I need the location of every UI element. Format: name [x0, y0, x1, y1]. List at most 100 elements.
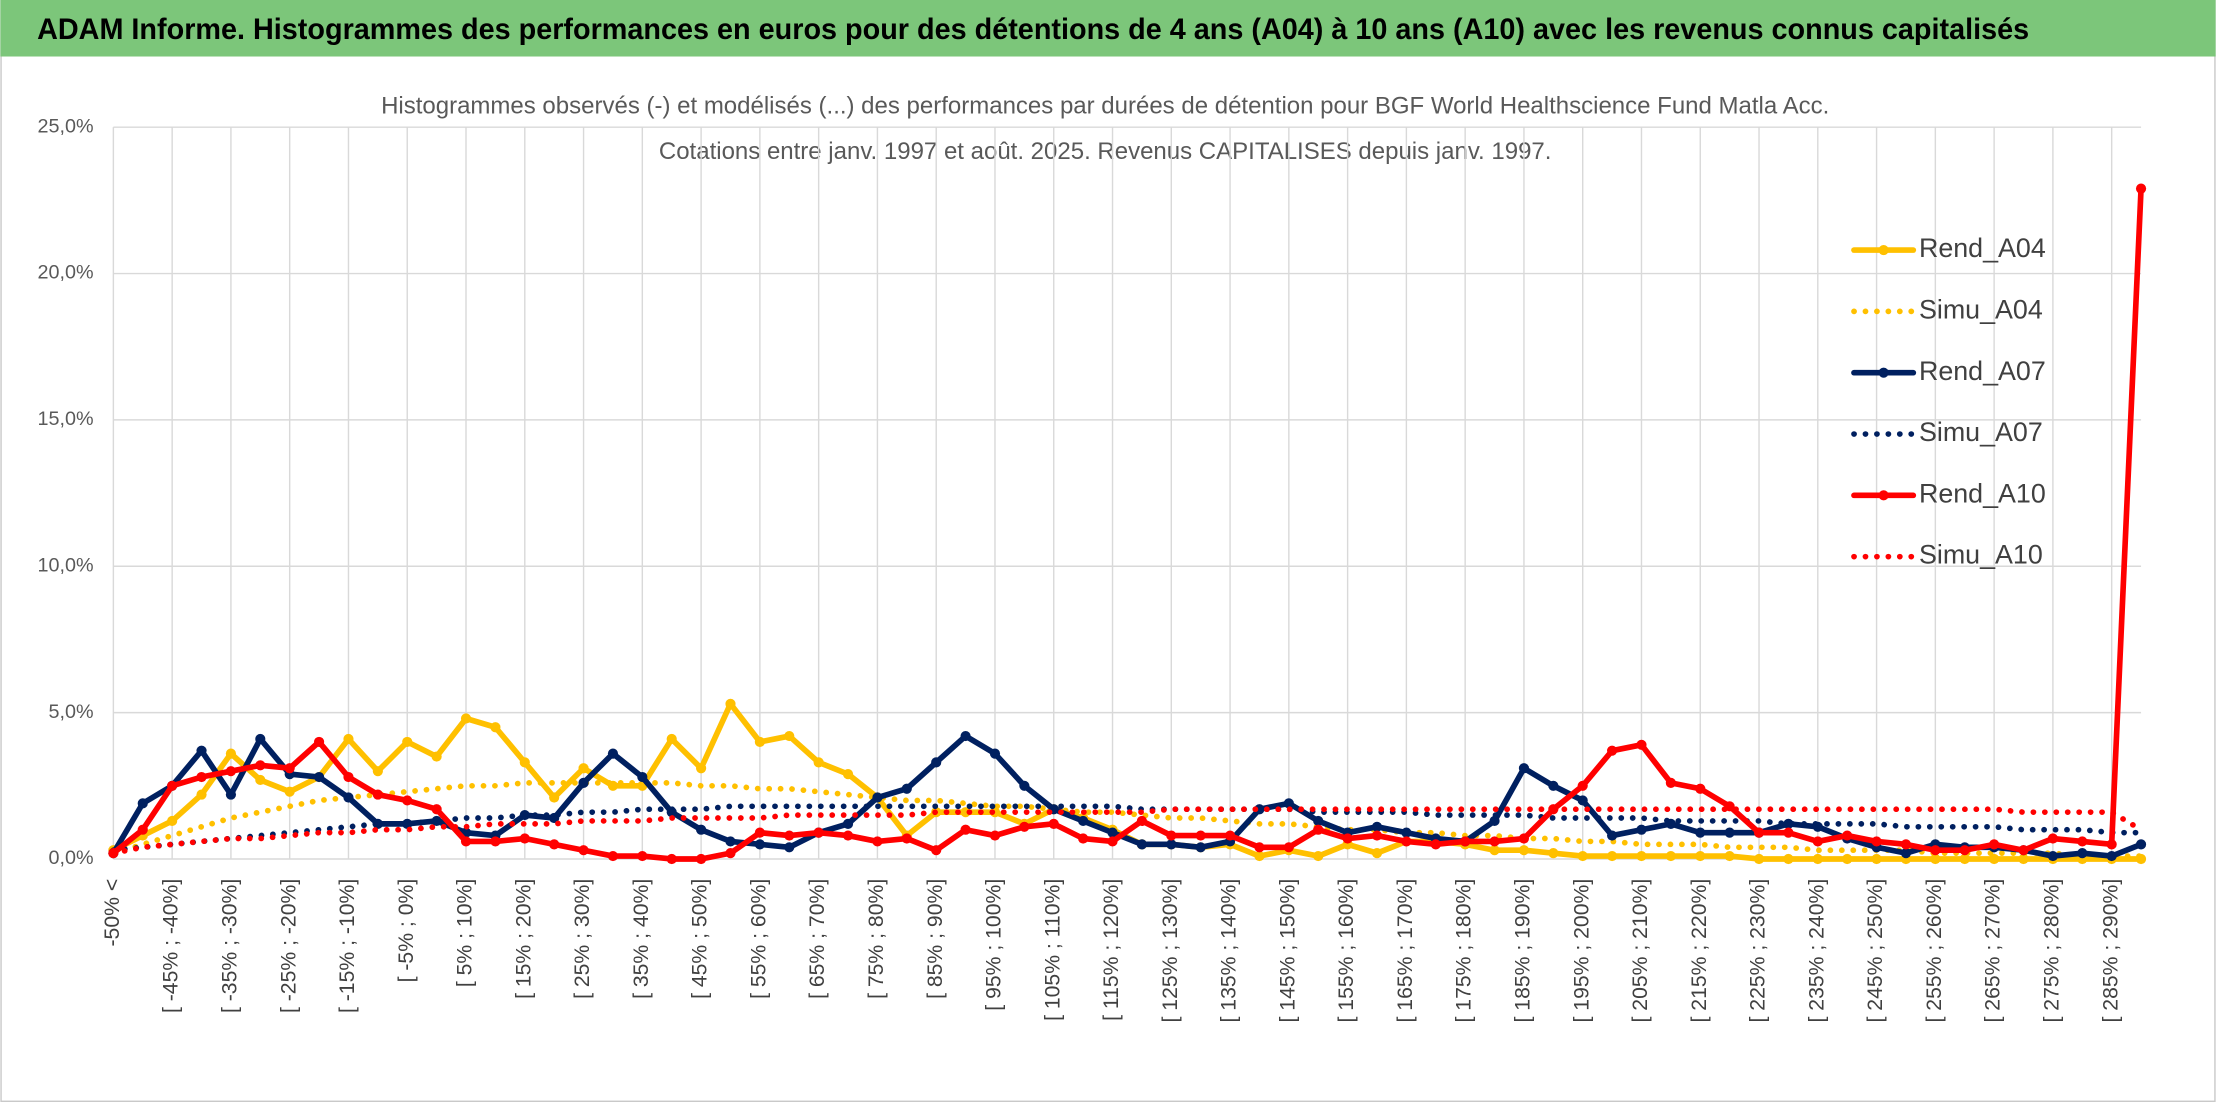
point [255, 760, 266, 771]
point [1871, 836, 1882, 847]
x-tick-label: [ 165% ; 170%] [1394, 879, 1417, 1023]
point [1753, 827, 1765, 838]
point [196, 771, 207, 783]
x-tick-label: [ 155% ; 160%] [1335, 879, 1358, 1023]
point [460, 836, 472, 847]
point [255, 774, 266, 786]
point [2077, 836, 2088, 847]
x-tick-label: [ 215% ; 220%] [1688, 879, 1711, 1023]
point [1166, 830, 1177, 841]
point [519, 757, 530, 768]
model-line [110, 803, 2144, 854]
point [725, 836, 736, 847]
legend-label: Simu_A04 [1919, 294, 2043, 324]
point [225, 748, 237, 759]
point [1842, 853, 1853, 865]
point [1401, 827, 1412, 838]
point [1518, 763, 1530, 774]
point [225, 789, 237, 800]
observed-line [110, 185, 2144, 862]
point [402, 795, 413, 806]
legend-label: Rend_A07 [1919, 356, 2046, 386]
x-tick-label: [ -15% ; -10%] [336, 879, 359, 1013]
x-tick-label: [ 25% ; 30%] [571, 879, 594, 999]
point [1401, 836, 1412, 847]
point [1724, 827, 1735, 838]
point [1607, 830, 1618, 841]
point [1636, 850, 1647, 862]
point [1695, 827, 1706, 838]
point [578, 777, 589, 788]
model-line [110, 806, 2144, 856]
plot-area: 0,0% 5,0% 10,0% 15,0% 20,0% 25,0% -50% < [ -45%… [38, 115, 2147, 1022]
point [1371, 830, 1383, 841]
point [725, 848, 736, 859]
point [167, 815, 178, 827]
point [1930, 853, 1941, 865]
x-tick-label: [ 75% ; 80%] [865, 879, 888, 999]
legend-marker [1878, 244, 1889, 256]
point [842, 830, 854, 841]
point [872, 792, 883, 803]
point [1842, 830, 1853, 841]
x-tick-label: [ 185% ; 190%] [1512, 879, 1535, 1023]
point [989, 748, 1001, 759]
point [1607, 850, 1618, 862]
point [2018, 853, 2029, 865]
point [1019, 780, 1030, 791]
point [931, 845, 942, 856]
x-tick-label: [ 195% ; 200%] [1570, 879, 1593, 1023]
point [1900, 848, 1912, 859]
point [1783, 853, 1794, 865]
point [1783, 827, 1794, 838]
point [1254, 850, 1265, 862]
point [607, 850, 619, 862]
point [255, 733, 266, 745]
x-tick-label: [ 105% ; 110%] [1041, 879, 1064, 1021]
y-tick-label: 0,0% [49, 847, 94, 869]
point [1136, 815, 1147, 827]
point [1930, 845, 1941, 856]
point [1812, 836, 1823, 847]
point [666, 853, 677, 865]
point [343, 733, 354, 745]
y-tick-label: 10,0% [38, 554, 94, 576]
x-tick-label: [ 15% ; 20%] [512, 879, 535, 999]
point [696, 763, 707, 774]
point [549, 839, 560, 850]
x-tick-label: [ 135% ; 140%] [1218, 879, 1241, 1023]
point [1342, 833, 1353, 844]
point [1371, 848, 1383, 859]
point [637, 771, 648, 783]
point [284, 763, 295, 774]
point [754, 736, 765, 747]
x-tick-label: [ 245% ; 250%] [1864, 879, 1887, 1023]
point [1959, 845, 1970, 856]
point [372, 766, 383, 777]
x-tick-label: [ 95% ; 100%] [983, 879, 1006, 1011]
x-tick-label: [ 5% ; 10%] [454, 879, 477, 987]
point [225, 766, 237, 777]
point [1577, 780, 1588, 791]
chart-subtitle: Cotations entre janv. 1997 et août. 2025… [659, 138, 1552, 165]
point [1283, 842, 1294, 853]
y-tick-label: 25,0% [38, 115, 94, 137]
point [167, 780, 178, 791]
point [1959, 853, 1970, 865]
point [2018, 845, 2029, 856]
header-title: ADAM Informe. Histogrammes des performan… [37, 13, 2029, 46]
point [931, 757, 942, 768]
point [696, 824, 707, 835]
point [637, 850, 648, 862]
y-tick-label: 15,0% [38, 408, 94, 430]
point [1900, 839, 1912, 850]
point [137, 824, 148, 835]
x-tick-label: [ 225% ; 230%] [1747, 879, 1770, 1023]
legend-label: Simu_A07 [1919, 417, 2043, 447]
x-tick-label: [ -35% ; -30%] [219, 879, 242, 1013]
point [402, 736, 413, 747]
point [1518, 845, 1530, 856]
point [284, 786, 295, 797]
x-tick-label: [ 115% ; 120%] [1100, 879, 1123, 1021]
